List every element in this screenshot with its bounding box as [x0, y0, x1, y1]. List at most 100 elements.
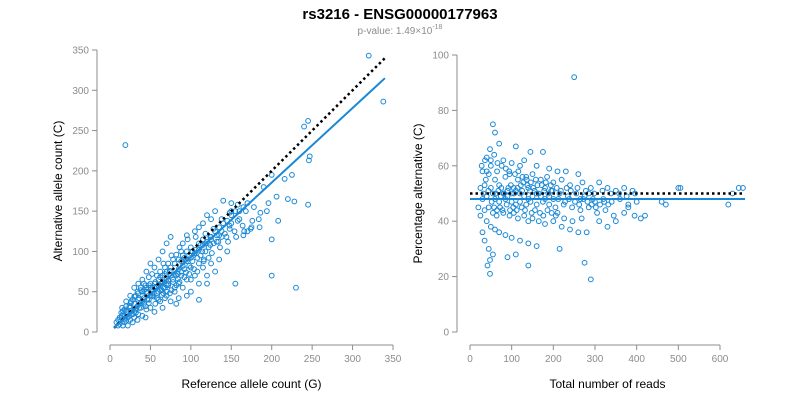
data-point	[150, 293, 157, 300]
data-point	[166, 290, 173, 297]
data-point	[517, 237, 523, 244]
data-point	[500, 209, 507, 216]
y-tick-label: 20	[438, 272, 450, 283]
data-point	[534, 182, 541, 189]
data-point	[134, 288, 141, 295]
data-point	[204, 280, 210, 287]
data-point	[123, 303, 130, 310]
data-point	[293, 284, 299, 291]
data-point	[167, 234, 174, 240]
x-tick-label: 500	[670, 354, 687, 365]
data-point	[560, 201, 567, 208]
data-point	[500, 157, 507, 164]
y-tick-label: 250	[72, 126, 89, 137]
data-point	[157, 268, 164, 275]
data-point	[268, 171, 275, 178]
data-point	[502, 165, 509, 172]
data-point	[158, 287, 165, 294]
data-point	[175, 271, 181, 277]
data-point	[515, 168, 522, 175]
data-point	[236, 216, 243, 223]
data-point	[281, 176, 288, 182]
data-point	[538, 182, 545, 189]
data-point	[232, 280, 239, 287]
data-point	[241, 228, 248, 235]
data-point	[268, 236, 275, 243]
y-tick-label: 200	[72, 166, 89, 177]
data-point	[517, 190, 523, 197]
data-point	[157, 298, 164, 305]
data-point	[512, 171, 518, 178]
data-point	[484, 262, 491, 269]
x-tick-label: 300	[344, 354, 361, 365]
data-point	[621, 185, 628, 191]
data-point	[596, 218, 603, 225]
data-point	[552, 212, 559, 219]
data-point	[163, 282, 170, 289]
data-point	[183, 292, 190, 299]
data-point	[224, 248, 231, 255]
data-points	[113, 52, 387, 329]
data-point	[165, 260, 172, 267]
x-tick-label: 100	[183, 354, 200, 365]
data-point	[129, 319, 136, 326]
data-point	[365, 52, 372, 59]
data-point	[212, 208, 219, 215]
y-tick-label: 100	[72, 247, 89, 258]
x-tick-label: 400	[628, 354, 645, 365]
data-point	[545, 190, 552, 197]
data-point	[547, 182, 554, 189]
data-point	[226, 209, 233, 216]
data-point	[256, 224, 263, 231]
data-point	[574, 185, 581, 191]
data-point	[234, 217, 241, 224]
data-point	[588, 201, 595, 208]
x-tick-label: 200	[545, 354, 562, 365]
data-point	[529, 215, 536, 222]
data-point	[481, 207, 488, 214]
data-point	[168, 252, 175, 259]
data-point	[488, 198, 495, 205]
data-point	[569, 218, 576, 225]
data-point	[487, 146, 493, 153]
data-point	[532, 176, 539, 183]
data-point	[585, 204, 592, 211]
data-point	[520, 179, 527, 186]
data-point	[575, 229, 582, 236]
chart-subtitle: p-value: 1.49×10-18	[358, 24, 443, 37]
data-point	[587, 276, 594, 283]
data-point	[502, 173, 509, 180]
data-point	[490, 251, 496, 258]
data-point	[143, 268, 150, 275]
data-point	[170, 279, 176, 285]
data-point	[196, 224, 202, 231]
data-point	[633, 198, 640, 205]
data-point	[501, 190, 508, 197]
data-point	[181, 254, 188, 261]
x-tick-label: 600	[712, 354, 729, 365]
data-point	[181, 274, 188, 281]
data-point	[212, 268, 219, 275]
data-point	[154, 295, 160, 302]
data-point	[537, 176, 544, 183]
data-point	[512, 251, 519, 258]
data-point	[498, 162, 505, 169]
y-tick-label: 0	[83, 328, 89, 339]
data-point	[155, 256, 162, 263]
data-point	[159, 248, 166, 255]
data-point	[147, 304, 154, 311]
data-point	[487, 162, 494, 169]
data-point	[596, 179, 603, 186]
p-value-text: p-value: 1.49×10	[358, 26, 433, 37]
data-point	[257, 209, 264, 216]
data-point	[621, 209, 628, 216]
y-tick-label: 40	[438, 217, 450, 228]
data-point	[478, 162, 485, 169]
data-point	[494, 160, 501, 166]
data-point	[575, 171, 582, 178]
data-point	[480, 190, 487, 197]
data-point	[192, 272, 198, 279]
data-point	[200, 220, 206, 227]
data-point	[228, 200, 235, 206]
data-point	[194, 268, 201, 275]
